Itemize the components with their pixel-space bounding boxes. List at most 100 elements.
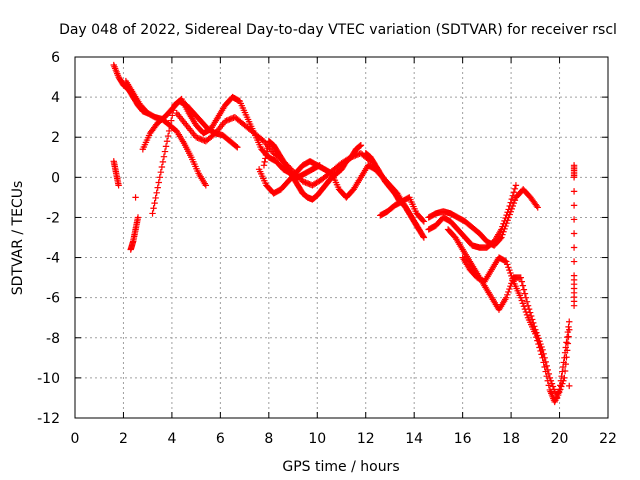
data-point — [115, 182, 122, 189]
data-point — [259, 136, 266, 144]
data-point — [264, 144, 271, 152]
ticks-layer — [74, 56, 609, 419]
data-point — [557, 377, 565, 384]
data-point — [132, 194, 139, 201]
x-tick-label: 20 — [551, 431, 569, 447]
data-point — [506, 285, 513, 293]
data-point — [549, 383, 557, 390]
data-point — [155, 179, 162, 186]
data-point — [202, 182, 210, 189]
data-point — [233, 143, 240, 150]
data-point — [296, 175, 304, 182]
x-tick-label: 22 — [599, 431, 617, 447]
data-point — [517, 274, 524, 281]
data-point — [504, 291, 511, 299]
grid-layer — [75, 57, 608, 418]
data-point — [561, 354, 568, 362]
x-tick-label: 6 — [216, 431, 225, 447]
series-seg-h — [362, 150, 428, 241]
series-seg-i — [377, 194, 428, 225]
data-point — [519, 282, 527, 289]
data-point — [565, 323, 572, 331]
data-point — [570, 174, 578, 181]
data-point — [563, 339, 570, 346]
y-tick-label: 0 — [51, 170, 60, 186]
series-seg-k — [425, 182, 520, 251]
data-point — [570, 244, 578, 251]
data-point — [556, 386, 563, 394]
x-tick-labels: 0 2 4 6 8 10 12 14 16 18 20 22 — [71, 431, 617, 447]
data-point — [503, 258, 510, 265]
data-point — [158, 163, 166, 171]
data-point — [570, 302, 578, 309]
data-point — [357, 142, 365, 149]
data-point — [261, 158, 268, 166]
data-point — [260, 162, 268, 169]
data-point — [511, 185, 519, 192]
data-point — [534, 204, 541, 211]
data-point — [210, 131, 218, 138]
data-point — [165, 127, 173, 135]
data-point — [164, 132, 172, 140]
data-point — [503, 294, 510, 301]
series-seg-r — [566, 382, 573, 390]
data-point — [545, 382, 553, 389]
data-point — [510, 189, 518, 196]
series-seg-o — [127, 214, 142, 253]
y-tick-label: 6 — [51, 50, 60, 66]
data-point — [543, 372, 550, 380]
data-point — [506, 266, 513, 274]
data-point — [508, 272, 515, 280]
data-point — [560, 359, 567, 366]
y-tick-label: -4 — [46, 251, 60, 267]
data-point — [149, 210, 156, 217]
data-point — [532, 330, 539, 337]
data-point — [570, 258, 578, 265]
data-point — [499, 223, 506, 230]
chart-title: Day 048 of 2022, Sidereal Day-to-day VTE… — [59, 22, 617, 38]
data-point — [557, 382, 564, 389]
series-seg-l — [444, 226, 573, 402]
data-point — [162, 143, 170, 150]
data-point — [533, 202, 540, 210]
x-tick-label: 10 — [308, 431, 326, 447]
data-point — [570, 216, 578, 223]
data-point — [562, 344, 569, 351]
data-point — [559, 368, 566, 375]
data-point — [159, 158, 167, 166]
data-point — [507, 199, 514, 206]
data-points-layer — [110, 61, 578, 406]
data-point — [157, 168, 165, 176]
data-point — [535, 340, 542, 348]
data-point — [522, 308, 530, 316]
data-point — [503, 211, 510, 219]
plot-frame — [74, 56, 609, 419]
data-point — [134, 214, 142, 221]
y-tick-label: -12 — [37, 411, 60, 427]
data-point — [161, 148, 169, 155]
data-point — [570, 202, 578, 209]
data-point — [504, 209, 511, 216]
y-tick-label: -2 — [46, 210, 60, 226]
data-point — [505, 288, 512, 296]
series-seg-m — [459, 254, 573, 406]
series-seg-d — [149, 93, 323, 217]
x-tick-label: 16 — [454, 431, 472, 447]
data-point — [521, 305, 529, 313]
data-point — [523, 298, 531, 305]
data-point — [502, 214, 509, 222]
data-point — [150, 205, 157, 212]
data-point — [153, 189, 160, 197]
data-point — [501, 217, 508, 225]
data-point — [570, 230, 578, 237]
x-tick-label: 2 — [119, 431, 128, 447]
y-tick-label: 4 — [51, 90, 60, 106]
x-tick-label: 8 — [264, 431, 273, 447]
x-tick-label: 14 — [405, 431, 423, 447]
data-point — [262, 151, 270, 159]
data-point — [518, 278, 526, 285]
data-point — [520, 303, 528, 310]
data-point — [536, 344, 543, 351]
data-point — [160, 153, 168, 160]
